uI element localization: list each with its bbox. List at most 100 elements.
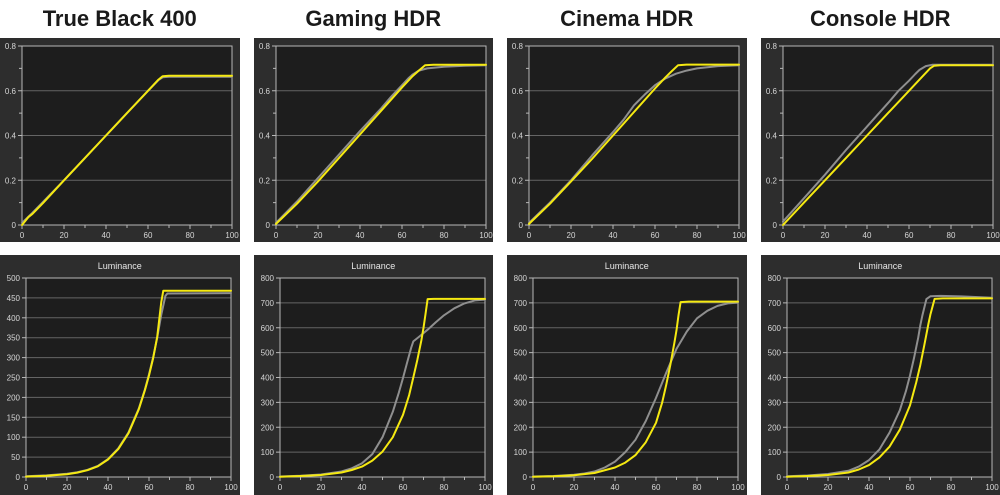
y-tick-label: 300 xyxy=(260,398,274,407)
y-tick-label: 100 xyxy=(7,433,21,442)
x-tick-label: 0 xyxy=(527,231,532,240)
y-tick-label: 0.2 xyxy=(5,176,17,185)
gaming-hdr-eotf-chart: 0 0.2 0.4 0.6 0.8 0 20 40 60 80 100 xyxy=(254,38,494,242)
cinema-hdr-eotf-chart: 0 0.2 0.4 0.6 0.8 0 20 40 60 80 100 xyxy=(507,38,747,242)
true-black-400-eotf-chart: 0 0.2 0.4 0.6 0.8 0 20 40 60 80 100 xyxy=(0,38,240,242)
x-tick-label: 20 xyxy=(60,231,69,240)
x-tick-label: 60 xyxy=(904,231,913,240)
luminance-chart-title: Luminance xyxy=(604,261,649,271)
console-hdr-eotf-plot: 0 0.2 0.4 0.6 0.8 0 20 40 60 80 100 xyxy=(765,42,1000,240)
measured-curve xyxy=(274,63,487,225)
y-tick-label: 0.8 xyxy=(258,42,270,51)
x-tick-label: 80 xyxy=(186,231,195,240)
x-tick-label: 0 xyxy=(531,483,536,492)
x-tick-label: 60 xyxy=(651,231,660,240)
y-tick-label: 500 xyxy=(7,274,21,283)
x-tick-label: 100 xyxy=(732,231,746,240)
x-tick-label: 0 xyxy=(780,231,785,240)
x-tick-label: 80 xyxy=(946,483,955,492)
x-tick-label: 100 xyxy=(224,483,238,492)
y-tick-label: 800 xyxy=(260,274,274,283)
row-spacer xyxy=(253,242,493,255)
y-tick-label: 700 xyxy=(514,299,528,308)
measured-curve xyxy=(781,64,994,226)
y-tick-label: 800 xyxy=(767,274,781,283)
x-tick-label: 20 xyxy=(570,483,579,492)
y-tick-label: 50 xyxy=(11,453,20,462)
target-curve xyxy=(785,294,993,478)
target-curve xyxy=(278,298,486,478)
y-tick-label: 600 xyxy=(514,324,528,333)
true-black-400-luminance-chart: 0 50 100 150 200 250 300 350 400 450 500 0 20 40 60 80 1… xyxy=(0,273,240,495)
y-tick-label: 0.8 xyxy=(765,42,777,51)
x-tick-label: 40 xyxy=(355,231,364,240)
column-title: Console HDR xyxy=(809,6,951,31)
y-tick-label: 700 xyxy=(767,299,781,308)
x-tick-label: 40 xyxy=(357,483,366,492)
y-tick-label: 100 xyxy=(260,448,274,457)
luminance-panel: Luminance 0 50 100 150 200 250 300 350 400 450 500… xyxy=(0,255,240,495)
gaming-hdr-luminance-plot: 0 100 200 300 400 500 600 700 800 0 20 40 60 80 100 xyxy=(260,274,492,492)
y-tick-label: 0.6 xyxy=(765,87,777,96)
y-tick-label: 0.6 xyxy=(5,87,17,96)
x-tick-label: 40 xyxy=(102,231,111,240)
cinema-hdr-eotf-plot: 0 0.2 0.4 0.6 0.8 0 20 40 60 80 100 xyxy=(512,42,746,240)
x-tick-label: 60 xyxy=(397,231,406,240)
y-tick-label: 0.4 xyxy=(765,132,777,141)
luminance-chart-title: Luminance xyxy=(97,261,142,271)
x-tick-label: 40 xyxy=(611,483,620,492)
x-tick-label: 60 xyxy=(144,231,153,240)
x-tick-label: 20 xyxy=(567,231,576,240)
x-tick-label: 100 xyxy=(225,231,239,240)
y-tick-label: 600 xyxy=(767,324,781,333)
column-true-black-400: True Black 400 0 0.2 0.4 0.6 0.8 0 20 40 60 80 100… xyxy=(0,0,240,495)
cinema-hdr-luminance-chart: 0 100 200 300 400 500 600 700 800 0 20 40 60 80 100 xyxy=(507,273,747,495)
x-tick-label: 100 xyxy=(985,483,999,492)
y-tick-label: 0 xyxy=(519,221,524,230)
column-title: True Black 400 xyxy=(42,6,197,31)
y-tick-label: 200 xyxy=(7,393,21,402)
x-tick-label: 100 xyxy=(986,231,1000,240)
cinema-hdr-luminance-plot: 0 100 200 300 400 500 600 700 800 0 20 40 60 80 100 xyxy=(514,274,746,492)
luminance-chart-title: Luminance xyxy=(858,261,903,271)
x-tick-label: 20 xyxy=(313,231,322,240)
y-tick-label: 0 xyxy=(16,473,21,482)
y-tick-label: 0.8 xyxy=(512,42,524,51)
x-tick-label: 0 xyxy=(20,231,25,240)
y-tick-label: 0 xyxy=(772,221,777,230)
measured-curve xyxy=(528,63,740,225)
y-tick-label: 0.4 xyxy=(5,132,17,141)
x-tick-label: 0 xyxy=(784,483,789,492)
x-tick-label: 0 xyxy=(277,483,282,492)
y-tick-label: 100 xyxy=(767,448,781,457)
x-tick-label: 80 xyxy=(946,231,955,240)
x-tick-label: 60 xyxy=(905,483,914,492)
y-tick-label: 350 xyxy=(7,334,21,343)
y-tick-label: 0.8 xyxy=(5,42,17,51)
y-tick-label: 300 xyxy=(7,354,21,363)
y-tick-label: 250 xyxy=(7,374,21,383)
y-tick-label: 0 xyxy=(776,473,781,482)
true-black-400-luminance-plot: 0 50 100 150 200 250 300 350 400 450 500 0 20 40 60 80 1… xyxy=(7,274,239,492)
x-tick-label: 0 xyxy=(24,483,29,492)
y-tick-label: 400 xyxy=(260,374,274,383)
luminance-chart-title: Luminance xyxy=(351,261,396,271)
x-tick-label: 20 xyxy=(820,231,829,240)
row-spacer xyxy=(0,242,240,255)
y-tick-label: 0.4 xyxy=(512,132,524,141)
eotf-panel: 0 0.2 0.4 0.6 0.8 0 20 40 60 80 100 xyxy=(0,38,240,242)
x-tick-label: 40 xyxy=(609,231,618,240)
measured-curve xyxy=(278,297,486,478)
measured-curve xyxy=(21,74,233,226)
y-tick-label: 0.6 xyxy=(258,87,270,96)
y-tick-label: 400 xyxy=(514,374,528,383)
y-tick-label: 0 xyxy=(269,473,274,482)
y-tick-label: 150 xyxy=(7,413,21,422)
x-tick-label: 60 xyxy=(398,483,407,492)
x-tick-label: 20 xyxy=(823,483,832,492)
eotf-panel: 0 0.2 0.4 0.6 0.8 0 20 40 60 80 100 xyxy=(507,38,747,242)
x-tick-label: 100 xyxy=(479,231,493,240)
gaming-hdr-luminance-chart: 0 100 200 300 400 500 600 700 800 0 20 40 60 80 100 xyxy=(254,273,494,495)
y-tick-label: 0.2 xyxy=(258,176,270,185)
